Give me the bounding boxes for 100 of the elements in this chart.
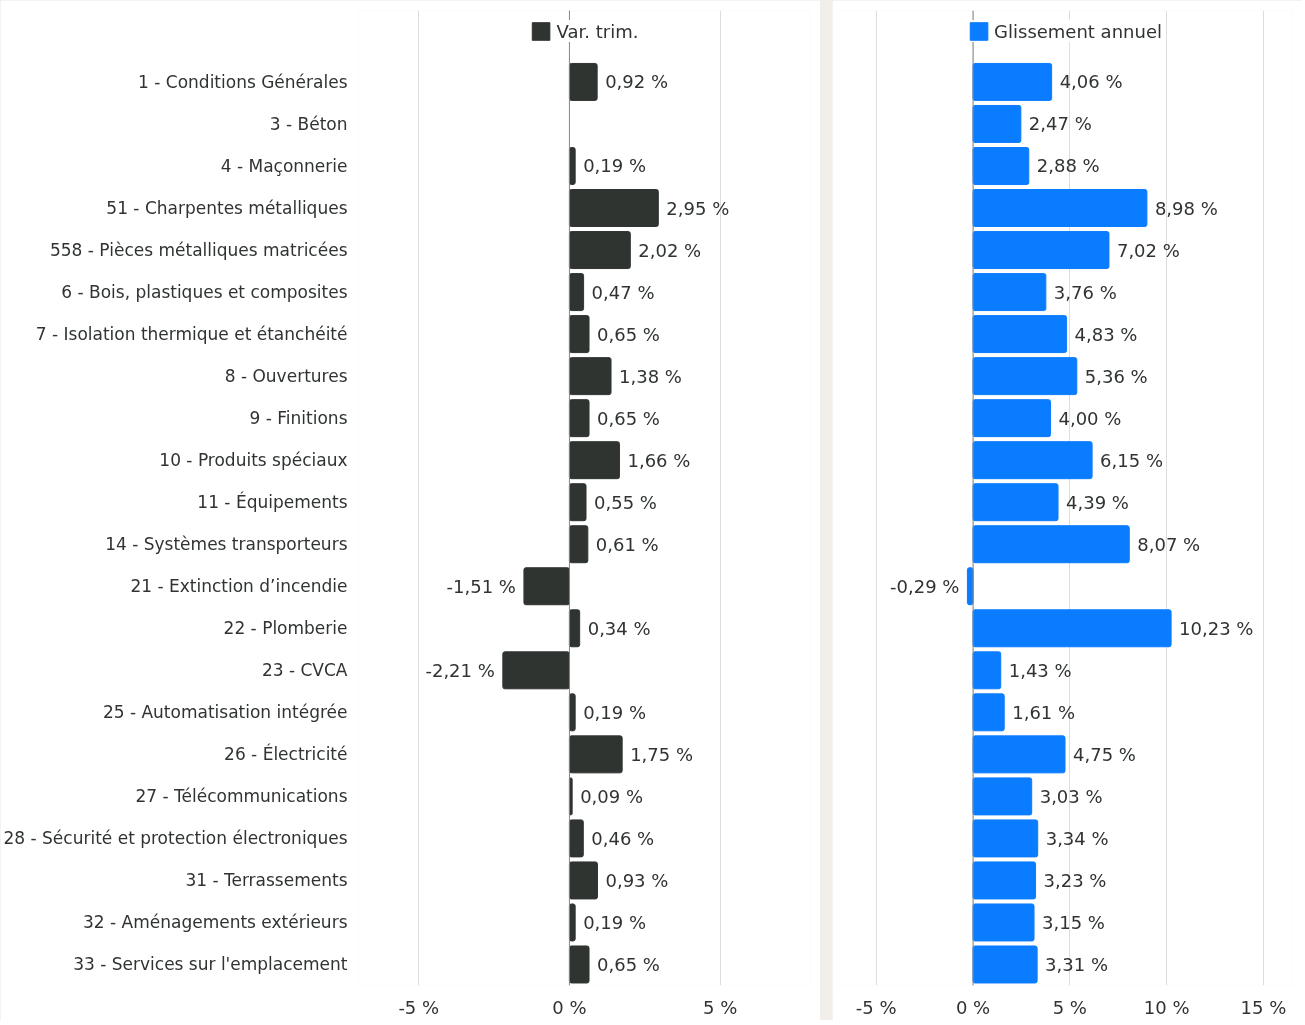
bar <box>568 273 585 312</box>
data-label: 4,75 % <box>1073 743 1136 765</box>
data-label: 1,66 % <box>627 449 691 471</box>
y-tick-label: 1 - Conditions Générales <box>138 71 348 92</box>
data-label: 0,19 % <box>583 911 647 933</box>
bar <box>568 819 584 858</box>
bar <box>568 609 581 648</box>
data-label: 0,65 % <box>597 323 660 345</box>
bar <box>568 62 598 101</box>
y-tick-label: 23 - CVCA <box>261 660 348 681</box>
data-label: 6,15 % <box>1100 449 1164 471</box>
legend-label: Glissement annuel <box>994 20 1162 42</box>
y-tick-label: 26 - Électricité <box>224 743 348 765</box>
bar <box>568 693 576 732</box>
x-tick-label: 0 % <box>552 996 587 1018</box>
data-label: 0,47 % <box>591 281 655 303</box>
bar <box>972 693 1005 732</box>
x-tick-label: -5 % <box>398 996 440 1018</box>
x-tick-label: 10 % <box>1143 996 1190 1018</box>
data-label: 2,88 % <box>1036 155 1100 177</box>
y-tick-label: 31 - Terrassements <box>185 870 348 891</box>
bar <box>972 945 1038 984</box>
bar <box>972 315 1068 354</box>
data-label: 4,00 % <box>1058 407 1122 429</box>
data-label: 0,19 % <box>583 701 647 723</box>
bar <box>972 273 1047 312</box>
x-tick-label: 5 % <box>702 996 738 1018</box>
data-label: 0,93 % <box>605 869 669 891</box>
y-tick-label: 11 - Équipements <box>197 491 348 513</box>
data-label: 3,34 % <box>1045 827 1109 849</box>
x-tick-label: 5 % <box>1052 996 1087 1018</box>
bar <box>972 231 1110 270</box>
bar <box>972 525 1130 564</box>
y-tick-label: 25 - Automatisation intégrée <box>102 702 348 723</box>
data-label: 5,36 % <box>1084 365 1148 387</box>
bar <box>568 357 612 396</box>
y-tick-label: 558 - Pièces métalliques matricées <box>49 240 348 261</box>
data-label: 4,39 % <box>1066 491 1129 513</box>
data-label: 7,02 % <box>1116 239 1180 261</box>
data-label: 0,34 % <box>587 617 651 639</box>
y-tick-label: 10 - Produits spéciaux <box>159 450 348 471</box>
bar <box>972 147 1030 185</box>
bar <box>502 651 570 690</box>
data-label: 2,02 % <box>638 239 702 261</box>
y-tick-label: 6 - Bois, plastiques et composites <box>61 282 348 303</box>
data-label: 1,75 % <box>630 743 694 765</box>
y-tick-label: 33 - Services sur l'emplacement <box>73 954 348 975</box>
y-tick-label: 4 - Maçonnerie <box>220 156 348 176</box>
bar <box>972 399 1051 438</box>
y-tick-label: 27 - Télécommunications <box>135 786 348 807</box>
y-tick-label: 7 - Isolation thermique et étanchéité <box>35 324 348 345</box>
y-tick-label: 14 - Systèmes transporteurs <box>105 534 348 555</box>
bar <box>523 567 570 606</box>
bar <box>568 525 589 564</box>
bar <box>972 189 1148 228</box>
data-label: 4,83 % <box>1074 323 1138 345</box>
data-label: 1,43 % <box>1008 659 1072 681</box>
data-label: 1,61 % <box>1012 701 1076 723</box>
y-tick-label: 32 - Aménagements extérieurs <box>82 912 348 933</box>
y-tick-label: 8 - Ouvertures <box>224 366 348 387</box>
data-label: 3,23 % <box>1043 869 1107 891</box>
bar <box>568 945 590 984</box>
data-label: 0,46 % <box>591 827 655 849</box>
bar <box>972 357 1078 396</box>
data-label: -2,21 % <box>425 659 495 681</box>
data-label: 0,55 % <box>594 491 657 513</box>
bar <box>568 315 590 354</box>
data-label: 8,98 % <box>1154 197 1218 219</box>
x-tick-label: 15 % <box>1240 996 1287 1018</box>
data-label: 0,19 % <box>583 155 647 177</box>
bar <box>972 861 1037 900</box>
data-label: 0,61 % <box>595 533 659 555</box>
bar <box>972 819 1039 858</box>
bar <box>568 441 620 480</box>
data-label: 0,09 % <box>580 785 644 807</box>
bar <box>568 147 576 185</box>
bar <box>568 189 659 228</box>
data-label: 3,15 % <box>1042 911 1105 933</box>
bar <box>972 609 1172 648</box>
data-label: 3,76 % <box>1053 281 1117 303</box>
data-label: 0,92 % <box>605 71 669 93</box>
y-tick-label: 22 - Plomberie <box>223 618 348 639</box>
data-label: 0,65 % <box>597 953 660 975</box>
data-label: 2,95 % <box>666 197 730 219</box>
bar <box>568 399 590 438</box>
bar <box>972 903 1035 942</box>
y-tick-label: 21 - Extinction d’incendie <box>130 576 348 597</box>
bar <box>568 483 587 522</box>
data-label: 10,23 % <box>1179 617 1254 639</box>
data-label: 8,07 % <box>1137 533 1201 555</box>
bar <box>972 441 1093 480</box>
y-tick-label: 28 - Sécurité et protection électroniques <box>3 828 348 849</box>
bar <box>568 861 598 900</box>
y-tick-label: 9 - Finitions <box>249 408 348 429</box>
x-tick-label: 0 % <box>955 996 991 1018</box>
bar <box>972 735 1066 774</box>
data-label: 4,06 % <box>1059 71 1123 93</box>
legend-label: Var. trim. <box>556 20 639 42</box>
y-tick-label: 3 - Béton <box>269 113 348 134</box>
data-label: 1,38 % <box>619 365 682 387</box>
